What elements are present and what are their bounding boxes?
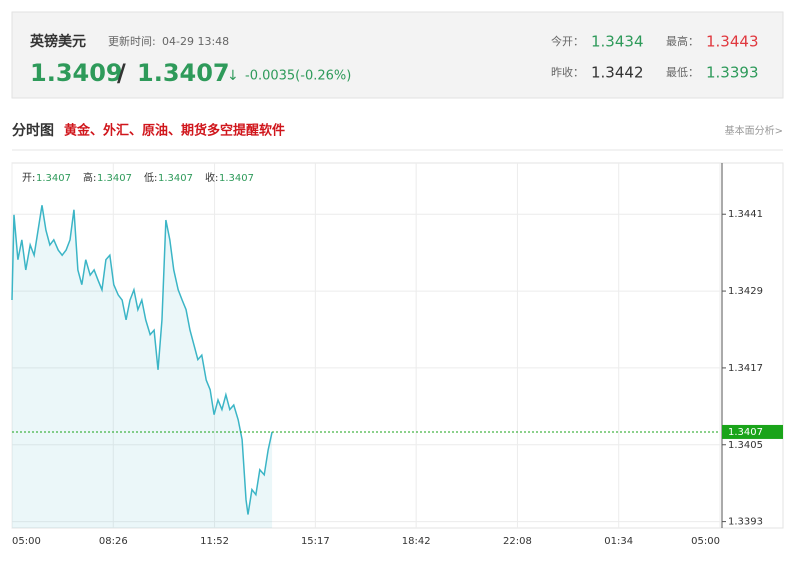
down-arrow: ↓ — [227, 68, 239, 84]
open-value: 1.3434 — [591, 33, 644, 51]
quote-panel — [11, 11, 784, 99]
price-change: -0.0035(-0.26%) — [245, 69, 351, 84]
y-tick-label: 1.3441 — [728, 209, 763, 220]
x-tick-label: 05:00 — [691, 536, 720, 547]
y-tick-label: 1.3429 — [728, 286, 763, 297]
y-tick-label: 1.3405 — [728, 440, 763, 451]
bid-price: 1.3409 — [30, 59, 123, 87]
plot: 05:00 08:26 11:52 15:17 18:42 22:08 01:34 05:00… — [11, 163, 783, 547]
info-value: 1.3407 — [36, 173, 71, 184]
price-line — [11, 205, 273, 515]
open-label: 今开： — [551, 34, 584, 48]
x-tick-label: 01:34 — [604, 536, 633, 547]
low-label: 最低： — [666, 66, 699, 79]
x-tick-label: 08:26 — [99, 536, 128, 547]
price-separator: / — [117, 59, 126, 87]
info-value: 1.3407 — [158, 173, 193, 184]
x-tick-label: 18:42 — [402, 536, 431, 547]
x-tick-label: 11:52 — [200, 536, 229, 547]
prev-close-value: 1.3442 — [591, 64, 644, 82]
y-tick-label: 1.3393 — [728, 517, 763, 528]
instrument-name: 英镑美元 — [29, 33, 86, 50]
section-title: 分时图 — [12, 122, 54, 139]
analysis-link[interactable]: 基本面分析> — [725, 124, 783, 137]
ask-price: 1.3407 — [137, 59, 230, 87]
promo-link[interactable]: 黄金、外汇、原油、期货多空提醒软件 — [64, 123, 285, 139]
prev-close-label: 昨收： — [551, 65, 584, 79]
current-price-label: 1.3407 — [728, 427, 763, 438]
low-value: 1.3393 — [706, 64, 759, 82]
y-tick-label: 1.3417 — [728, 363, 763, 374]
update-time: 04-29 13:48 — [162, 35, 229, 48]
info-label: 高: — [83, 171, 96, 184]
price-area — [12, 205, 273, 528]
x-tick-label: 15:17 — [301, 536, 330, 547]
info-value: 1.3407 — [97, 173, 132, 184]
info-value: 1.3407 — [219, 173, 254, 184]
info-label: 收: — [205, 171, 218, 184]
high-value: 1.3443 — [706, 33, 759, 51]
current-price-box — [722, 424, 783, 439]
high-label: 最高： — [666, 34, 699, 48]
info-label: 低: — [144, 171, 157, 184]
x-tick-label: 22:08 — [503, 536, 532, 547]
x-tick-label: 05:00 — [12, 536, 41, 547]
update-label: 更新时间: — [108, 34, 156, 48]
info-label: 开: — [22, 173, 35, 184]
